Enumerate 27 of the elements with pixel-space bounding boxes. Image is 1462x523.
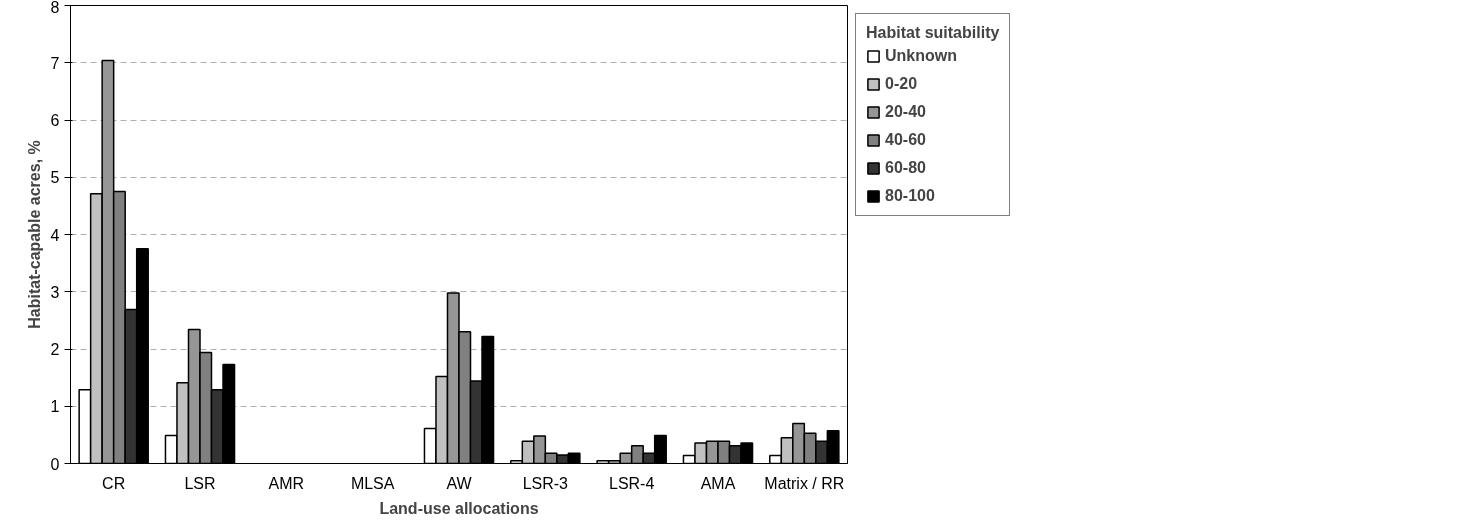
legend-label: 40-60 bbox=[885, 131, 926, 149]
legend-label: Unknown bbox=[885, 47, 957, 65]
x-tick-label: AMA bbox=[700, 474, 736, 492]
x-tick-label: CR bbox=[102, 474, 126, 492]
legend-label: 60-80 bbox=[885, 159, 926, 177]
x-tick-label: LSR bbox=[184, 474, 216, 492]
x-tick-label: LSR-4 bbox=[608, 474, 655, 492]
y-tick-label: 6 bbox=[50, 112, 60, 129]
y-tick-label: 4 bbox=[50, 226, 60, 244]
legend-label: 20-40 bbox=[885, 103, 926, 121]
x-tick-label: AMR bbox=[268, 474, 305, 492]
y-tick-label: 3 bbox=[50, 283, 60, 301]
y-tick-label: 5 bbox=[50, 169, 60, 187]
y-tick-label: 8 bbox=[50, 0, 60, 16]
legend-label: 0-20 bbox=[885, 75, 918, 93]
y-axis-title: Habitat-capable acres, % bbox=[25, 140, 43, 329]
y-tick-label: 7 bbox=[50, 54, 60, 72]
x-tick-label: MLSA bbox=[350, 474, 395, 492]
x-tick-label: LSR-3 bbox=[522, 474, 569, 492]
y-tick-label: 0 bbox=[50, 455, 60, 473]
x-axis-title: Land-use allocations bbox=[379, 499, 539, 517]
y-tick-label: 1 bbox=[50, 398, 60, 416]
x-tick-label: AW bbox=[446, 474, 473, 492]
y-tick-label: 2 bbox=[50, 341, 60, 358]
legend-label: 80-100 bbox=[885, 187, 935, 205]
legend-title: Habitat suitability bbox=[866, 24, 1000, 42]
x-tick-label: Matrix / RR bbox=[764, 474, 845, 492]
